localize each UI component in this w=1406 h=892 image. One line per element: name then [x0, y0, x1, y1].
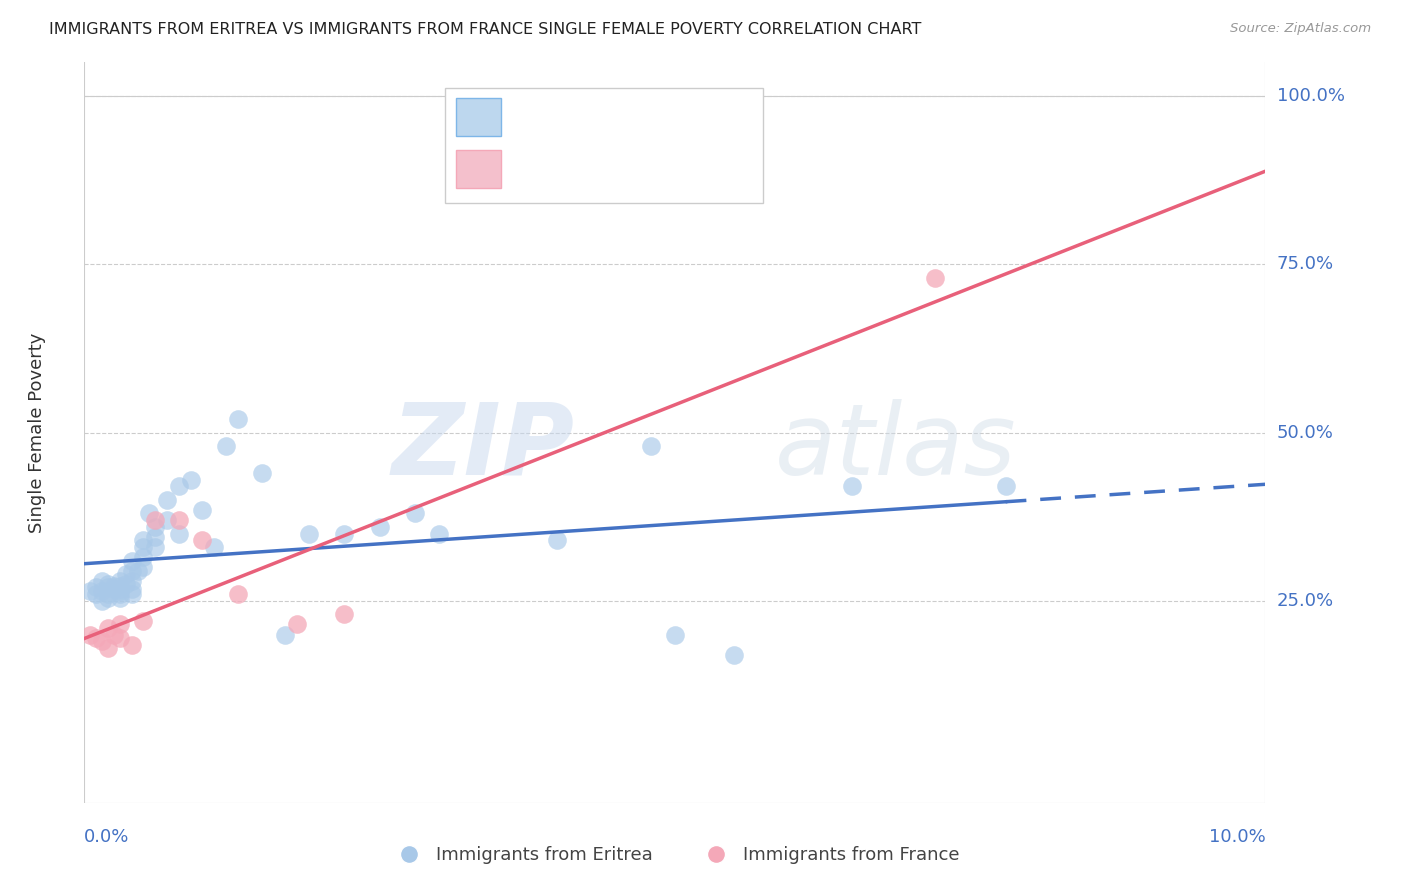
Point	[723, 648, 745, 662]
Point	[138, 507, 160, 521]
Point	[404, 507, 426, 521]
Point	[143, 530, 166, 544]
Point	[91, 634, 114, 648]
Text: IMMIGRANTS FROM ERITREA VS IMMIGRANTS FROM FRANCE SINGLE FEMALE POVERTY CORRELAT: IMMIGRANTS FROM ERITREA VS IMMIGRANTS FR…	[49, 22, 921, 37]
Text: 75.0%: 75.0%	[1277, 255, 1334, 273]
Point	[79, 583, 101, 598]
Point	[97, 587, 120, 601]
Point	[156, 492, 179, 507]
Point	[191, 503, 214, 517]
Point	[427, 526, 450, 541]
Point	[143, 513, 166, 527]
Point	[226, 412, 249, 426]
Point	[368, 520, 391, 534]
Point	[132, 614, 155, 628]
Point	[84, 631, 107, 645]
Point	[91, 574, 114, 588]
Point	[994, 479, 1017, 493]
Point	[640, 439, 662, 453]
Point	[103, 582, 125, 596]
Point	[298, 526, 321, 541]
Point	[84, 581, 107, 595]
Point	[108, 582, 131, 596]
Point	[108, 583, 131, 598]
Point	[108, 587, 131, 601]
Point	[132, 550, 155, 565]
Point	[202, 540, 225, 554]
Point	[215, 439, 238, 453]
Point	[121, 638, 143, 652]
Point	[103, 579, 125, 593]
Point	[108, 617, 131, 632]
Text: 10.0%: 10.0%	[1209, 828, 1265, 846]
Point	[132, 533, 155, 548]
Point	[841, 479, 863, 493]
Text: R = 0.256   N = 56: R = 0.256 N = 56	[516, 106, 713, 127]
Text: 100.0%: 100.0%	[1277, 87, 1344, 105]
Point	[274, 627, 297, 641]
Point	[108, 591, 131, 605]
Point	[127, 564, 149, 578]
Point	[167, 479, 190, 493]
Point	[924, 270, 946, 285]
Point	[97, 640, 120, 655]
Point	[108, 631, 131, 645]
Point	[226, 587, 249, 601]
Text: Source: ZipAtlas.com: Source: ZipAtlas.com	[1230, 22, 1371, 36]
Point	[103, 627, 125, 641]
Point	[333, 526, 356, 541]
Point	[79, 627, 101, 641]
Point	[97, 591, 120, 605]
FancyBboxPatch shape	[444, 88, 763, 203]
Point	[91, 594, 114, 608]
Point	[546, 533, 568, 548]
Point	[156, 513, 179, 527]
Point	[121, 587, 143, 601]
FancyBboxPatch shape	[457, 150, 502, 188]
Point	[143, 540, 166, 554]
Point	[114, 566, 136, 581]
Point	[121, 553, 143, 567]
Text: atlas: atlas	[775, 399, 1017, 496]
Point	[180, 473, 202, 487]
Text: 25.0%: 25.0%	[1277, 592, 1334, 610]
Point	[121, 582, 143, 596]
Point	[121, 574, 143, 588]
Text: 50.0%: 50.0%	[1277, 424, 1333, 442]
Point	[97, 581, 120, 595]
Point	[664, 627, 686, 641]
Text: ZIP: ZIP	[391, 399, 575, 496]
Point	[167, 513, 190, 527]
Point	[333, 607, 356, 622]
Point	[132, 540, 155, 554]
Point	[108, 574, 131, 588]
Point	[143, 520, 166, 534]
Point	[250, 466, 273, 480]
Point	[121, 564, 143, 578]
Text: 0.0%: 0.0%	[84, 828, 129, 846]
Point	[97, 621, 120, 635]
Point	[84, 587, 107, 601]
Text: Single Female Poverty: Single Female Poverty	[28, 333, 46, 533]
Text: R = 0.614   N = 17: R = 0.614 N = 17	[516, 161, 713, 181]
Point	[167, 526, 190, 541]
Legend: Immigrants from Eritrea, Immigrants from France: Immigrants from Eritrea, Immigrants from…	[384, 839, 966, 871]
Point	[97, 577, 120, 591]
Point	[114, 577, 136, 591]
Point	[191, 533, 214, 548]
FancyBboxPatch shape	[457, 98, 502, 136]
Point	[91, 583, 114, 598]
Point	[285, 617, 308, 632]
Point	[132, 560, 155, 574]
Point	[108, 579, 131, 593]
